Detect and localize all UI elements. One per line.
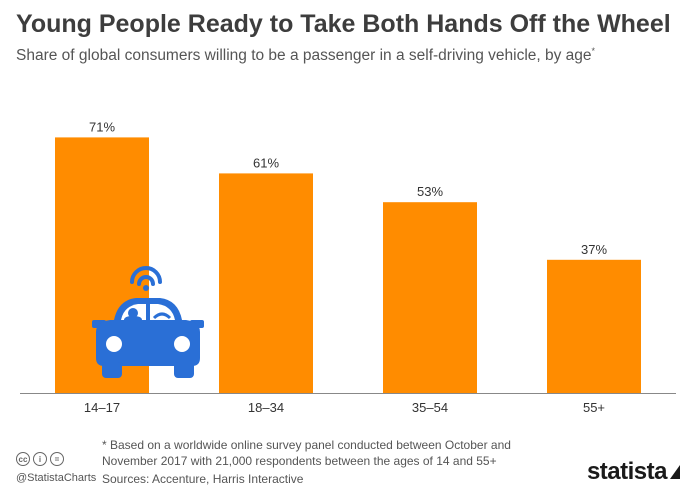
bar-chart: 14–17 18–34 35–54 55+ 71% 61% 53% 37% <box>20 119 676 415</box>
category-label-3: 55+ <box>583 400 605 415</box>
cc-icon: cc <box>16 452 30 466</box>
value-label-1: 61% <box>253 155 279 170</box>
bars-group <box>55 137 641 393</box>
bar-2 <box>383 202 477 393</box>
bar-3 <box>547 259 641 393</box>
chart-title: Young People Ready to Take Both Hands Of… <box>16 10 671 38</box>
sources-text: Sources: Accenture, Harris Interactive <box>102 472 304 486</box>
social-handle: @StatistaCharts <box>16 472 97 484</box>
bar-1 <box>219 173 313 393</box>
footnote-line-2: November 2017 with 21,000 respondents be… <box>102 454 497 468</box>
value-label-0: 71% <box>89 119 115 134</box>
subtitle-text: Share of global consumers willing to be … <box>16 47 592 65</box>
value-label-3: 37% <box>581 242 607 257</box>
brand-mark-icon <box>670 465 680 479</box>
subtitle-footnote-mark: * <box>591 46 596 56</box>
license-icons: cc i = <box>16 452 64 466</box>
category-label-0: 14–17 <box>84 400 120 415</box>
footnote: * Based on a worldwide online survey pan… <box>102 437 572 469</box>
no-derivatives-icon: = <box>50 452 64 466</box>
brand-text: statista <box>586 458 668 485</box>
footnote-line-1: * Based on a worldwide online survey pan… <box>102 438 511 452</box>
brand-logo: statista <box>587 458 680 486</box>
category-label-2: 35–54 <box>412 400 448 415</box>
self-driving-car-icon <box>92 266 204 378</box>
category-label-1: 18–34 <box>248 400 284 415</box>
value-label-2: 53% <box>417 184 443 199</box>
category-labels: 14–17 18–34 35–54 55+ <box>84 400 605 415</box>
attribution-icon: i <box>33 452 47 466</box>
chart-subtitle: Share of global consumers willing to be … <box>16 46 686 65</box>
value-labels: 71% 61% 53% 37% <box>89 119 607 256</box>
